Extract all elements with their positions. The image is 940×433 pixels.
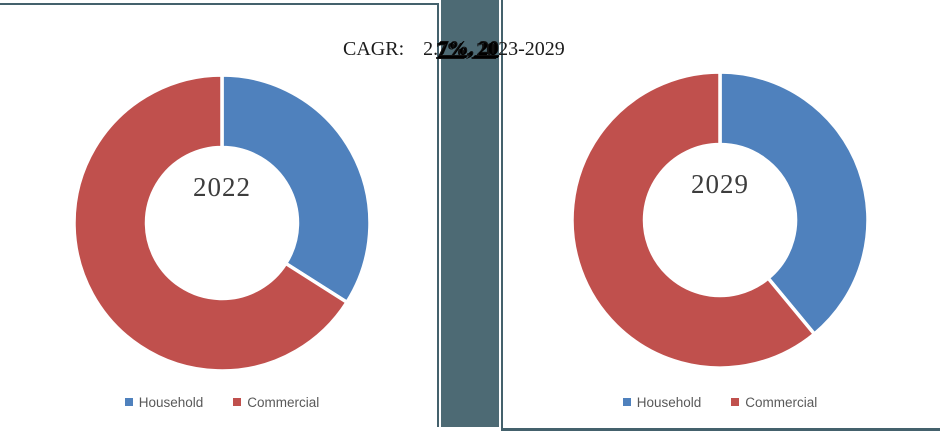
donut-slice-household — [220, 73, 372, 305]
donut-slice-commercial — [72, 73, 350, 373]
title-value-overlap: 7%, 20 — [438, 38, 499, 60]
legend-swatch-household — [124, 398, 133, 406]
chart-title: CAGR: 2.7%, 2023-2029 — [343, 38, 565, 61]
title-value-suffix: 23-2029 — [498, 38, 565, 60]
legend-2022: Household Commercial — [67, 394, 377, 410]
legend-label-commercial: Commercial — [745, 394, 818, 410]
donut-2029-center-label: 2029 — [691, 169, 749, 199]
legend-swatch-household — [622, 398, 631, 406]
panel-border-bottom-right — [501, 428, 940, 431]
donut-chart-2022: 2022 — [67, 68, 377, 378]
legend-item-commercial: Commercial — [233, 395, 319, 410]
donut-chart-2029: 2029 — [565, 65, 875, 375]
legend-label-household: Household — [138, 394, 204, 410]
donut-2029-svg — [570, 70, 870, 370]
donut-slice-household — [718, 70, 870, 337]
legend-label-commercial: Commercial — [247, 394, 320, 410]
panel-border-left-vertical — [437, 3, 439, 427]
legend-item-commercial: Commercial — [731, 395, 817, 410]
title-label: CAGR: — [343, 38, 405, 60]
legend-item-household: Household — [124, 394, 204, 410]
legend-2029: Household Commercial — [565, 394, 875, 410]
panel-border-right-vertical — [501, 0, 503, 429]
donut-slice-commercial — [570, 70, 817, 370]
legend-label-household: Household — [636, 394, 702, 410]
legend-swatch-commercial — [731, 398, 740, 406]
legend-item-household: Household — [622, 394, 702, 410]
donut-2022-svg — [72, 73, 372, 373]
title-value-prefix: 2. — [423, 38, 439, 60]
donut-2022-center-label: 2022 — [193, 172, 251, 202]
panel-border-top-left — [0, 3, 439, 5]
vertical-divider-bar — [441, 0, 499, 427]
legend-swatch-commercial — [233, 398, 242, 406]
